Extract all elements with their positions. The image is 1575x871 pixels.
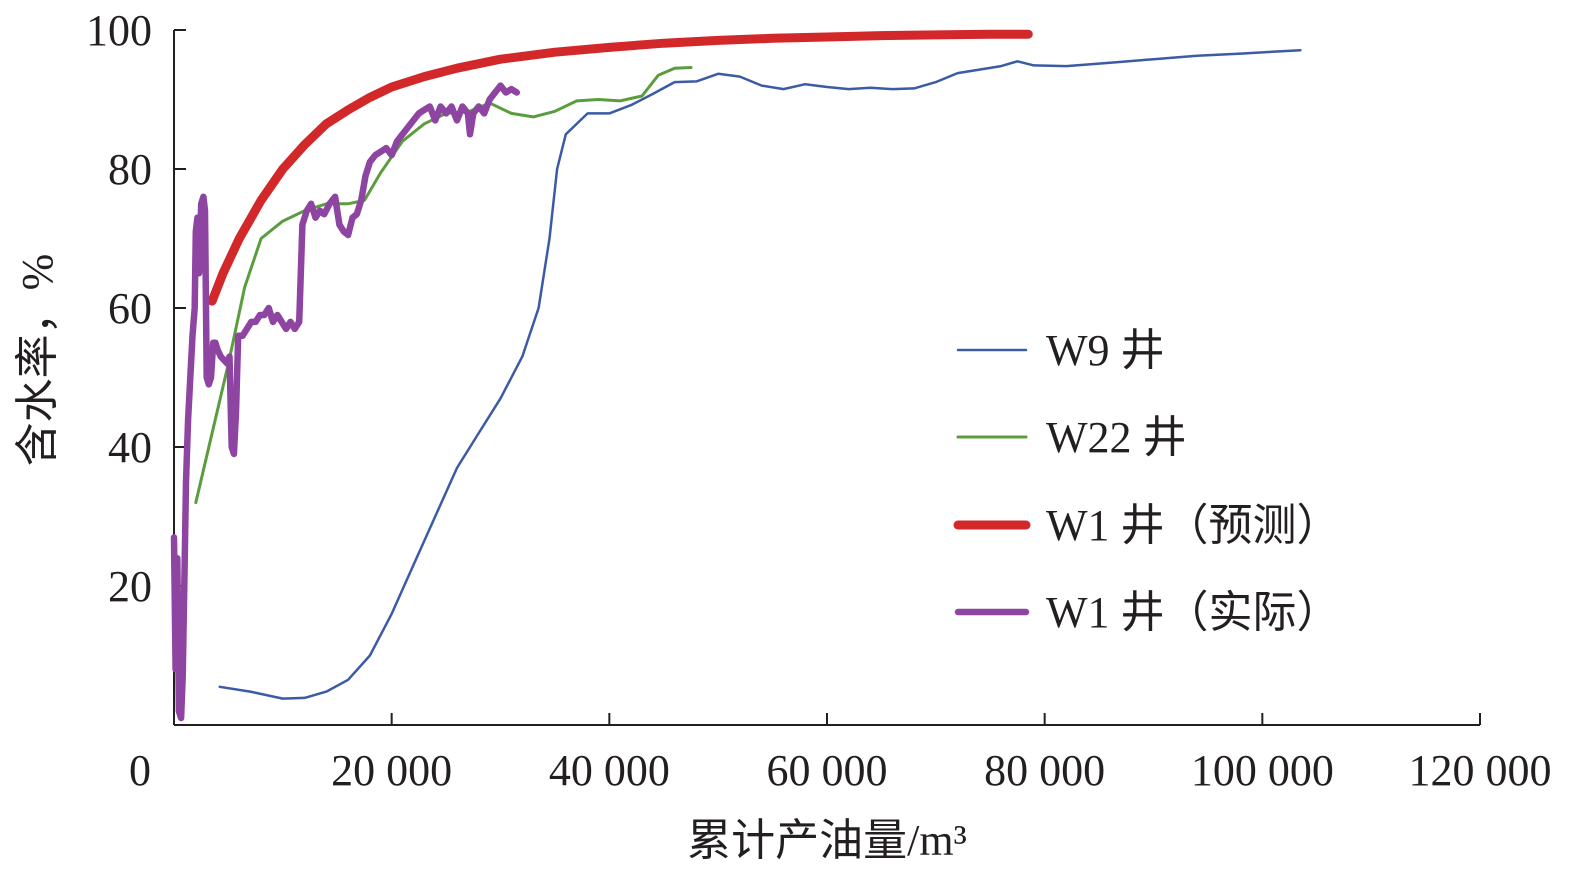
y-axis-ticks: 20 40 60 80 100 <box>86 6 186 611</box>
x-tick-label: 20 000 <box>331 746 452 795</box>
series-line-2 <box>194 66 693 505</box>
legend-label-1: W9 井 <box>1046 326 1165 375</box>
series-lines <box>170 29 1302 722</box>
y-tick-label: 100 <box>86 6 152 55</box>
y-tick-label: 40 <box>108 423 152 472</box>
x-tick-label: 40 000 <box>549 746 670 795</box>
y-tick-label: 20 <box>108 562 152 611</box>
y-axis-title: 含水率，% <box>13 254 62 467</box>
x-axis-ticks: 0 20 000 40 000 60 000 80 000 100 000 120 000 <box>129 713 1552 795</box>
x-axis-title: 累计产油量/m³ <box>687 816 967 865</box>
legend-label-4: W1 井（实际） <box>1046 588 1341 637</box>
legend-label-3: W1 井（预测） <box>1046 501 1341 550</box>
series-line-3 <box>207 29 1033 306</box>
x-tick-label: 80 000 <box>984 746 1105 795</box>
x-tick-label: 0 <box>129 746 151 795</box>
legend-label-2: W22 井 <box>1046 413 1187 462</box>
legend: W9 井 W22 井 W1 井（预测） W1 井（实际） <box>953 326 1341 637</box>
x-tick-label: 120 000 <box>1409 746 1552 795</box>
x-tick-label: 60 000 <box>767 746 888 795</box>
x-tick-label: 100 000 <box>1191 746 1334 795</box>
series-line-1 <box>218 48 1302 700</box>
y-tick-label: 80 <box>108 145 152 194</box>
series-line-4 <box>170 82 521 722</box>
y-tick-label: 60 <box>108 284 152 333</box>
